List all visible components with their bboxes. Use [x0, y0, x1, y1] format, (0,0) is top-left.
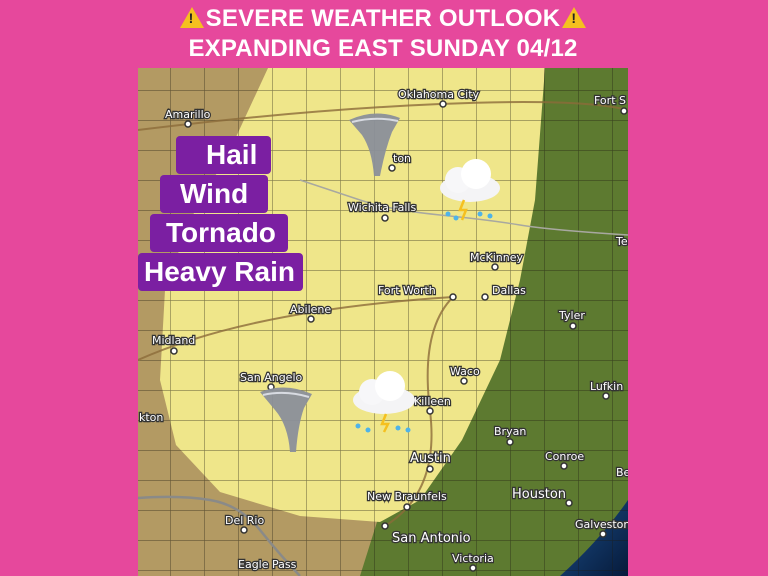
city-markers [170, 100, 628, 572]
city-label-dallas: Dallas [492, 284, 526, 297]
city-label-beaumont: Be [616, 466, 628, 479]
header-banner: ! SEVERE WEATHER OUTLOOK! EXPANDING EAST … [138, 0, 628, 68]
city-label-galveston: Galveston [575, 518, 628, 531]
hazard-heavy-rain: Heavy Rain [138, 253, 303, 291]
headline-title: SEVERE WEATHER OUTLOOK [205, 5, 561, 32]
thunderstorm-cloud-icon [440, 159, 500, 221]
city-label-oklahoma-city: Oklahoma City [398, 88, 480, 101]
tornado-icon [349, 113, 400, 176]
city-label-mckinney: McKinney [470, 251, 524, 264]
city-label-wichita-falls: Wichita Falls [348, 201, 416, 214]
rio-grande [138, 495, 301, 576]
city-label-victoria: Victoria [452, 552, 494, 565]
city-label-eagle-pass: Eagle Pass [238, 558, 297, 571]
city-label-bryan: Bryan [494, 425, 526, 438]
city-label-midland: Midland [152, 334, 195, 347]
city-label-abilene: Abilene [290, 303, 331, 316]
thunderstorm-cloud-icon [353, 371, 415, 433]
city-label-lawton: ton [393, 152, 411, 165]
hazard-tornado: Tornado [150, 214, 288, 252]
city-label-conroe: Conroe [545, 450, 584, 463]
tornado-icon [260, 387, 312, 452]
hazard-wind: Wind [160, 175, 269, 213]
city-label-new-braunfels: New Braunfels [367, 490, 447, 503]
headline-line-1: ! SEVERE WEATHER OUTLOOK! [138, 4, 628, 34]
red-river-border [299, 179, 628, 236]
city-label-del-rio: Del Rio [225, 514, 264, 527]
city-label-texarkana: Te [615, 235, 628, 248]
city-label-fort-worth: Fort Worth [378, 284, 436, 297]
city-label-stockton: kton [139, 411, 163, 424]
hazard-hail: Hail [176, 136, 272, 174]
city-label-houston: Houston [512, 487, 566, 502]
city-label-lufkin: Lufkin [590, 380, 623, 393]
city-label-san-angelo: San Angelo [240, 371, 302, 384]
city-label-waco: Waco [450, 365, 480, 378]
city-label-austin: Austin [410, 451, 451, 466]
warning-triangle-icon: ! [562, 7, 587, 28]
city-label-amarillo: Amarillo [165, 108, 211, 121]
city-label-fort-smith: Fort S [594, 94, 626, 107]
city-label-san-antonio: San Antonio [392, 531, 471, 546]
headline-line-2: EXPANDING EAST SUNDAY 04/12 [188, 35, 578, 62]
city-label-tyler: Tyler [558, 309, 585, 322]
city-label-killeen: Killeen [414, 395, 451, 408]
warning-triangle-icon: ! [179, 7, 204, 28]
